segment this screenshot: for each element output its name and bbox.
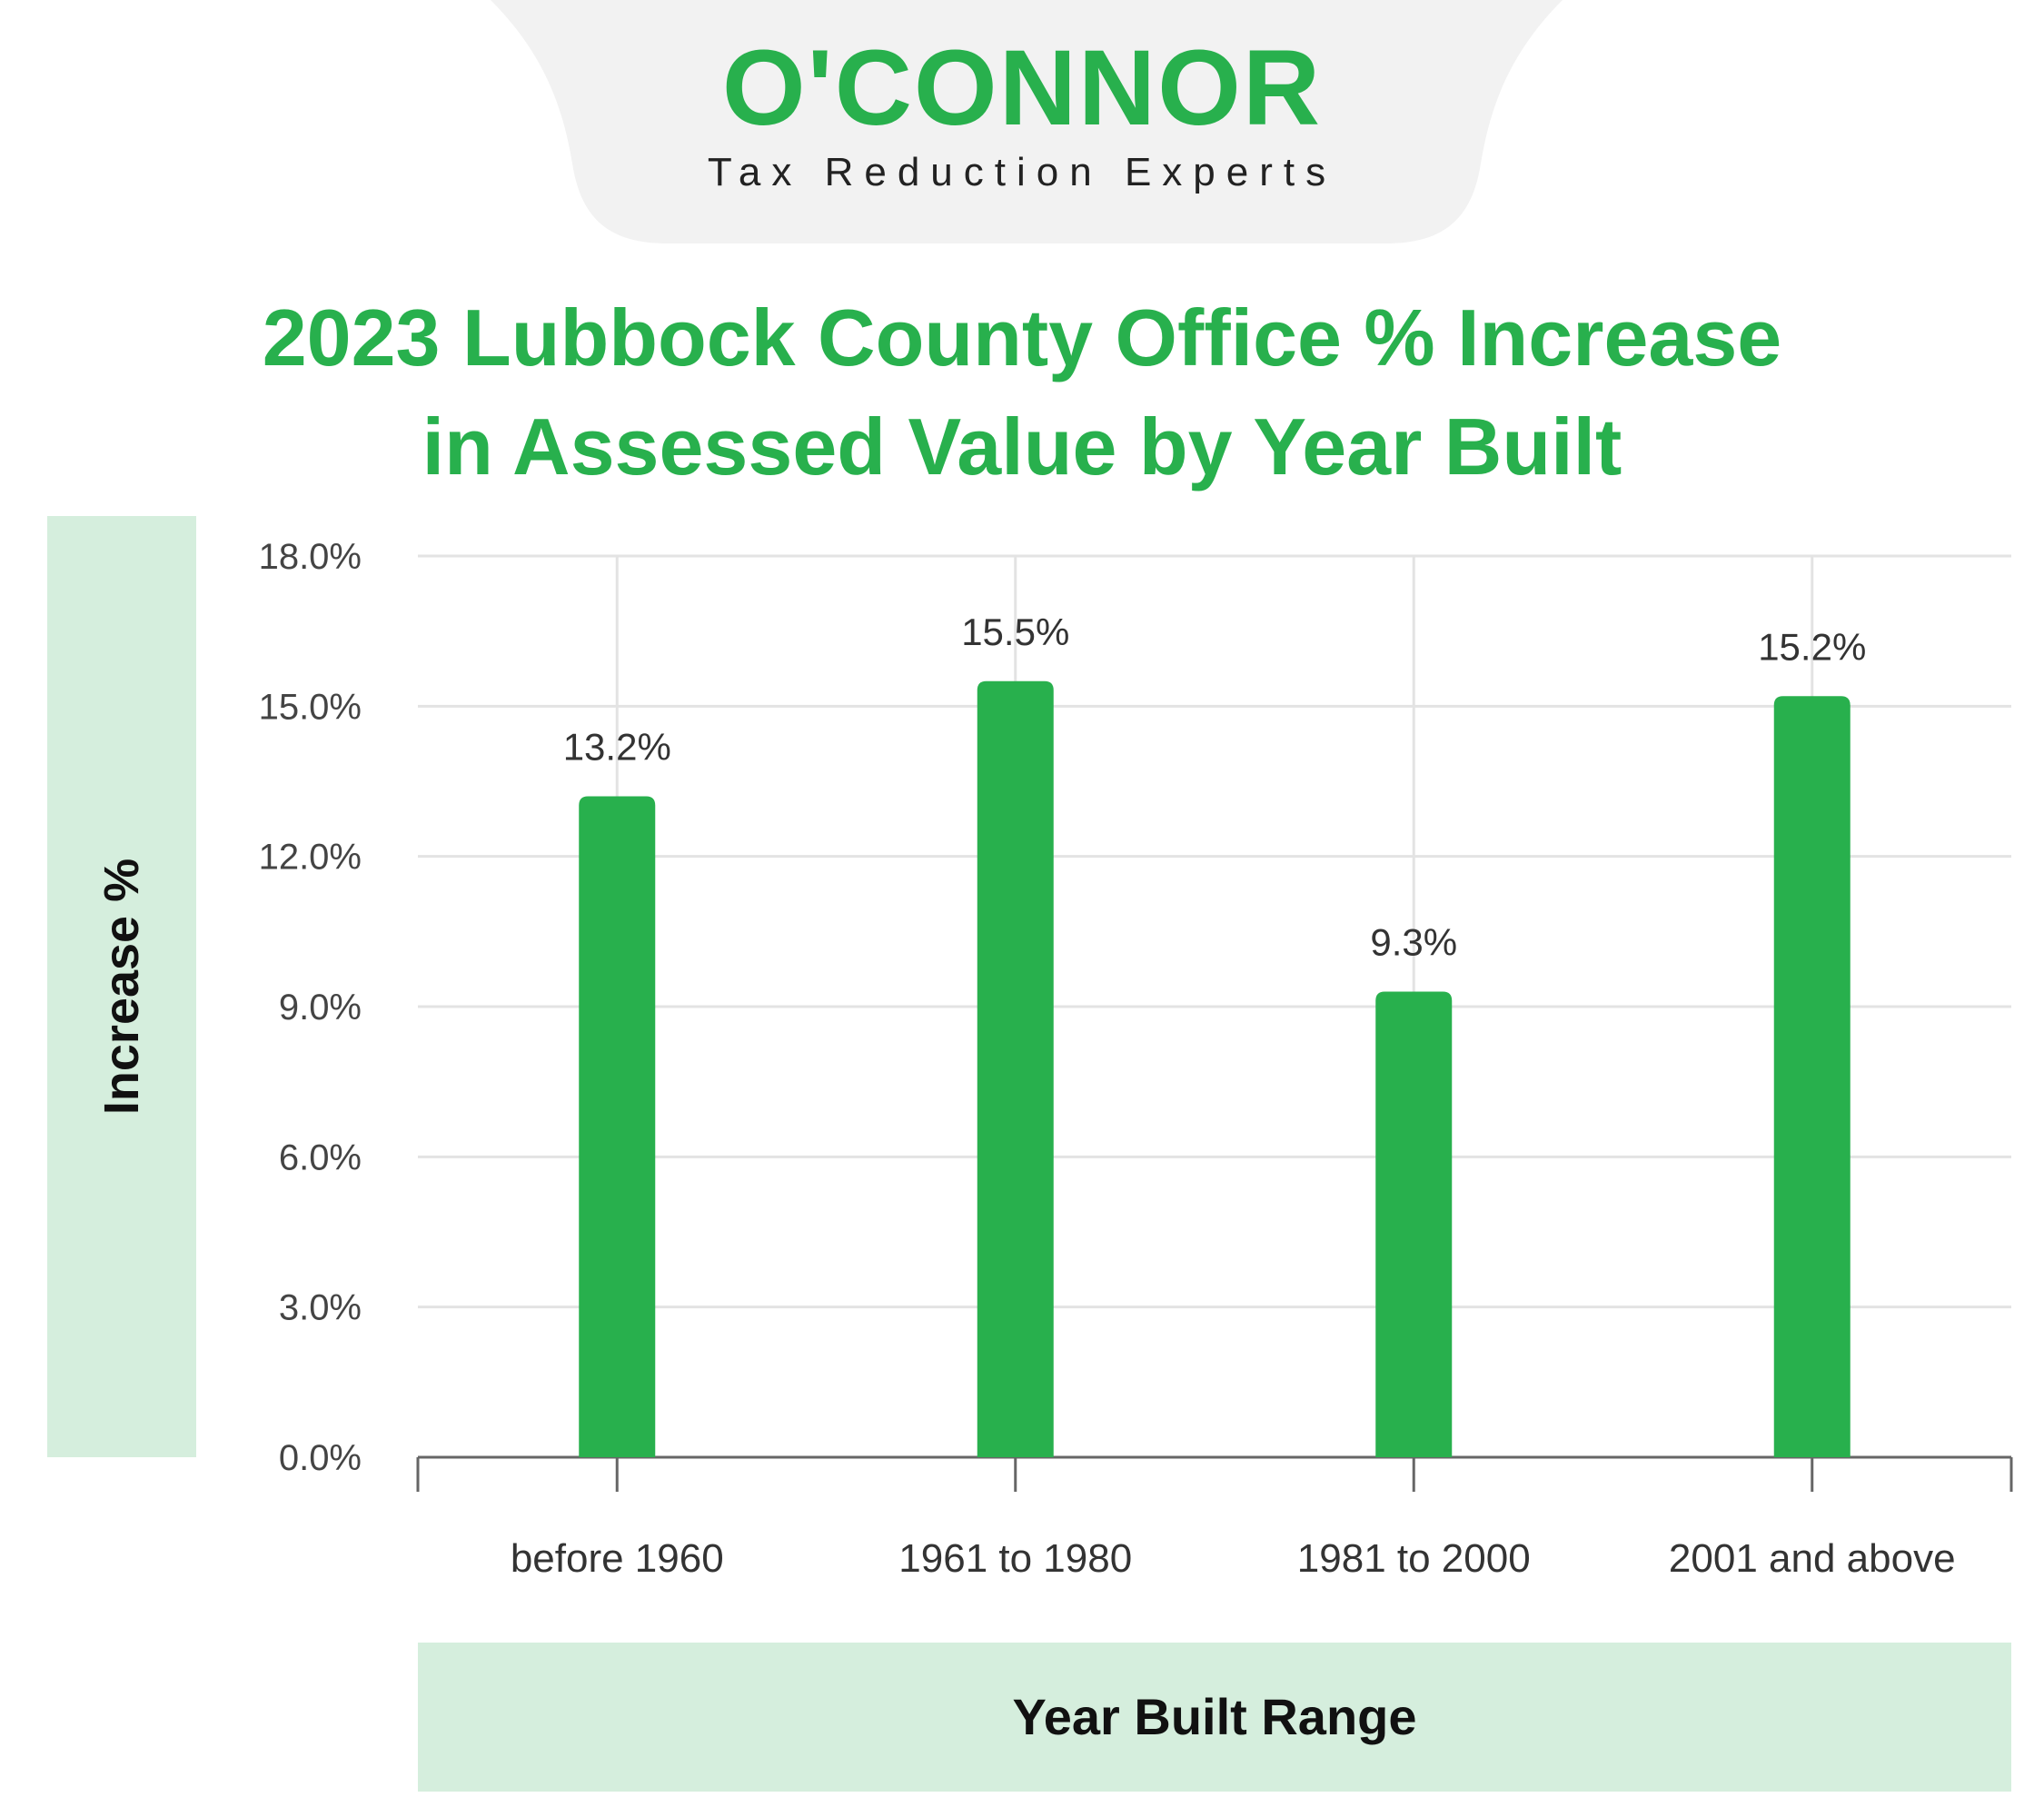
x-axis-label-band [418, 1643, 2011, 1792]
x-tick-label: before 1960 [511, 1536, 724, 1581]
chart-title-line-2: in Assessed Value by Year Built [422, 402, 1622, 491]
bar-value-label: 9.3% [1370, 920, 1457, 963]
x-axis-label: Year Built Range [1012, 1688, 1417, 1745]
y-tick-label: 12.0% [259, 838, 362, 878]
brand-tagline: Tax Reduction Experts [707, 150, 1337, 194]
bar [1375, 991, 1453, 1457]
bar-value-label: 15.5% [961, 611, 1069, 653]
y-tick-label: 6.0% [279, 1137, 362, 1177]
bar-value-label: 13.2% [563, 726, 671, 769]
x-tick-label: 1981 to 2000 [1297, 1536, 1531, 1581]
y-tick-label: 3.0% [279, 1288, 362, 1328]
y-tick-label: 0.0% [279, 1438, 362, 1478]
y-tick-label: 15.0% [259, 687, 362, 727]
bar-value-label: 15.2% [1758, 625, 1866, 668]
x-tick-label: 2001 and above [1669, 1536, 1956, 1581]
chart-title: 2023 Lubbock County Office % Increase in… [0, 283, 2044, 501]
y-tick-label: 9.0% [279, 988, 362, 1028]
brand-logo: O'CONNOR [721, 28, 1323, 148]
bar [579, 796, 656, 1457]
bar [1773, 696, 1851, 1457]
y-axis-label-band [47, 516, 196, 1457]
x-tick-label: 1961 to 1980 [898, 1536, 1132, 1581]
y-tick-label: 18.0% [259, 537, 362, 577]
logo-background-tab [491, 0, 1563, 243]
bar [977, 680, 1054, 1457]
chart-title-line-1: 2023 Lubbock County Office % Increase [262, 293, 1782, 382]
